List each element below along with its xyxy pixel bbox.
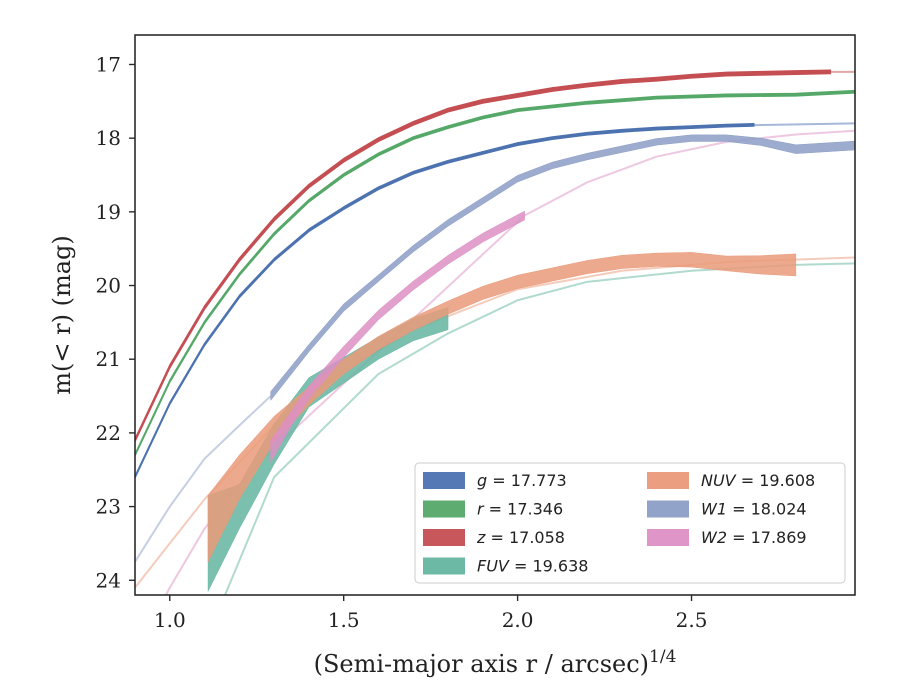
x-tick-label: 2.0 [502,608,534,632]
profile-band-fuv [207,307,449,592]
legend-swatch-nuv [647,472,689,489]
profile-band-z [135,69,832,443]
y-tick-label: 21 [96,347,121,371]
legend-label-z: z = 17.058 [476,528,565,547]
y-tick-label: 19 [96,200,121,224]
legend-label-r: r = 17.346 [477,500,563,519]
plot-frame [134,34,856,596]
legend-swatch-fuv [423,557,465,575]
y-axis-label: m(< r) (mag) [48,235,76,394]
profile-band-w1 [270,134,855,401]
legend-label-w2: W2 = 17.869 [701,528,807,547]
legend-swatch-w2 [647,529,689,546]
legend-swatch-w1 [647,500,689,518]
y-tick-label: 22 [96,421,121,445]
profile-band-g [135,122,755,480]
profile-band-w2 [270,210,525,463]
legend-swatch-r [423,500,465,518]
y-tick-label: 23 [96,495,121,519]
legend-box [414,462,846,584]
y-tick-label: 18 [96,126,121,150]
legend: g = 17.773 r = 17.346 z = 17.058 FUV = 19.6… [414,462,846,584]
y-tick-label: 24 [96,568,121,592]
legend-swatch-z [423,529,465,546]
legend-label-nuv: NUV = 19.608 [701,471,815,490]
profile-band-r [135,89,855,457]
y-tick-label: 17 [96,52,121,76]
model-curve-w1 [135,395,272,563]
y-tick-label: 20 [96,274,121,298]
x-axis-label-text: (Semi-major axis r / arcsec) [314,650,649,678]
x-tick-label: 1.0 [154,608,186,632]
x-tick-label: 2.5 [676,608,708,632]
x-axis-ticks: 1.0 1.5 2.0 2.5 [154,595,708,632]
legend-swatch-g [423,472,465,489]
x-axis-label-exponent: 1/4 [649,647,676,667]
x-axis-label: (Semi-major axis r / arcsec)1/4 [314,647,677,678]
legend-label-fuv: FUV = 19.638 [477,557,588,576]
profile-band-nuv [207,252,797,563]
legend-label-g: g = 17.773 [477,471,567,490]
y-axis-ticks: 17 18 19 20 21 22 23 24 [96,52,135,592]
profile-curves [135,69,855,592]
x-tick-label: 1.5 [328,608,360,632]
legend-label-w1: W1 = 18.024 [701,500,807,519]
